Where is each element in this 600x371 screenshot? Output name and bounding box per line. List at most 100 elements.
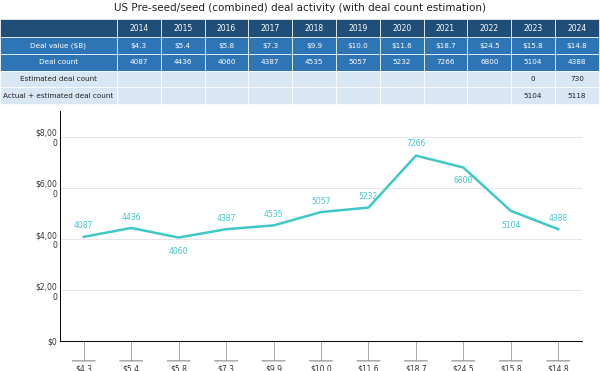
Text: $24.5: $24.5 — [479, 43, 500, 49]
Text: Deal value ($B): Deal value ($B) — [31, 42, 86, 49]
Text: 4436: 4436 — [121, 213, 141, 221]
FancyBboxPatch shape — [424, 70, 467, 87]
FancyBboxPatch shape — [511, 54, 555, 70]
FancyBboxPatch shape — [511, 70, 555, 87]
Text: 4087: 4087 — [74, 221, 94, 230]
FancyBboxPatch shape — [380, 19, 424, 37]
Text: US Pre-seed/seed (combined) deal activity (with deal count estimation): US Pre-seed/seed (combined) deal activit… — [114, 3, 486, 13]
Text: $7.3: $7.3 — [262, 43, 278, 49]
FancyBboxPatch shape — [555, 70, 599, 87]
FancyBboxPatch shape — [161, 70, 205, 87]
FancyBboxPatch shape — [161, 87, 205, 104]
Text: $18.7: $18.7 — [435, 43, 456, 49]
FancyBboxPatch shape — [555, 19, 599, 37]
Text: 5057: 5057 — [311, 197, 331, 206]
FancyBboxPatch shape — [336, 87, 380, 104]
FancyBboxPatch shape — [336, 70, 380, 87]
FancyBboxPatch shape — [248, 87, 292, 104]
Text: 4535: 4535 — [264, 210, 283, 219]
Text: 2017: 2017 — [260, 23, 280, 33]
Text: 4387: 4387 — [261, 59, 280, 65]
Text: $4.3: $4.3 — [75, 364, 92, 371]
FancyBboxPatch shape — [117, 54, 161, 70]
Text: 6800: 6800 — [480, 59, 499, 65]
Text: 5104: 5104 — [524, 59, 542, 65]
Text: 4388: 4388 — [568, 59, 586, 65]
Text: 2024: 2024 — [567, 23, 587, 33]
FancyBboxPatch shape — [380, 37, 424, 54]
Text: Actual + estimated deal count: Actual + estimated deal count — [4, 93, 113, 99]
FancyBboxPatch shape — [117, 19, 161, 37]
Text: $15.8: $15.8 — [523, 43, 544, 49]
Text: $5.8: $5.8 — [218, 43, 235, 49]
Text: 2014: 2014 — [129, 23, 149, 33]
FancyBboxPatch shape — [248, 37, 292, 54]
Text: 2015: 2015 — [173, 23, 193, 33]
Text: 4436: 4436 — [173, 59, 192, 65]
Text: $7.3: $7.3 — [218, 364, 235, 371]
FancyBboxPatch shape — [248, 54, 292, 70]
FancyBboxPatch shape — [248, 70, 292, 87]
Text: 4060: 4060 — [217, 59, 236, 65]
Text: $24.5: $24.5 — [452, 364, 474, 371]
FancyBboxPatch shape — [205, 70, 248, 87]
Text: 2020: 2020 — [392, 23, 412, 33]
FancyBboxPatch shape — [380, 54, 424, 70]
FancyBboxPatch shape — [0, 87, 117, 104]
Text: Estimated deal count: Estimated deal count — [20, 76, 97, 82]
FancyBboxPatch shape — [117, 70, 161, 87]
FancyBboxPatch shape — [511, 37, 555, 54]
Text: $14.8: $14.8 — [547, 364, 569, 371]
FancyBboxPatch shape — [380, 87, 424, 104]
FancyBboxPatch shape — [0, 19, 117, 37]
Text: 0: 0 — [531, 76, 535, 82]
FancyBboxPatch shape — [467, 54, 511, 70]
Text: 7266: 7266 — [406, 139, 425, 148]
FancyBboxPatch shape — [292, 19, 336, 37]
Text: 4087: 4087 — [130, 59, 148, 65]
Text: $10.0: $10.0 — [310, 364, 332, 371]
Text: 2016: 2016 — [217, 23, 236, 33]
Text: $5.4: $5.4 — [175, 43, 191, 49]
Text: 5232: 5232 — [392, 59, 411, 65]
Text: 4535: 4535 — [305, 59, 323, 65]
Text: $5.8: $5.8 — [170, 364, 187, 371]
Text: 5232: 5232 — [359, 192, 378, 201]
Text: Deal count: Deal count — [39, 59, 78, 65]
Text: 6800: 6800 — [454, 177, 473, 186]
FancyBboxPatch shape — [205, 37, 248, 54]
Text: 4060: 4060 — [169, 246, 188, 256]
Text: 730: 730 — [570, 76, 584, 82]
FancyBboxPatch shape — [161, 19, 205, 37]
FancyBboxPatch shape — [380, 70, 424, 87]
FancyBboxPatch shape — [467, 70, 511, 87]
Text: $11.6: $11.6 — [358, 364, 379, 371]
FancyBboxPatch shape — [424, 87, 467, 104]
FancyBboxPatch shape — [511, 87, 555, 104]
Text: $18.7: $18.7 — [405, 364, 427, 371]
Text: 5057: 5057 — [349, 59, 367, 65]
FancyBboxPatch shape — [292, 37, 336, 54]
FancyBboxPatch shape — [205, 54, 248, 70]
Text: 2019: 2019 — [348, 23, 368, 33]
FancyBboxPatch shape — [248, 19, 292, 37]
Text: 7266: 7266 — [436, 59, 455, 65]
Text: $15.8: $15.8 — [500, 364, 521, 371]
FancyBboxPatch shape — [205, 87, 248, 104]
Text: 5104: 5104 — [524, 93, 542, 99]
FancyBboxPatch shape — [424, 37, 467, 54]
Text: 4387: 4387 — [217, 214, 236, 223]
Text: $14.8: $14.8 — [566, 43, 587, 49]
FancyBboxPatch shape — [205, 19, 248, 37]
FancyBboxPatch shape — [0, 54, 117, 70]
Text: 5104: 5104 — [501, 221, 521, 230]
FancyBboxPatch shape — [424, 19, 467, 37]
Text: $9.9: $9.9 — [306, 43, 322, 49]
FancyBboxPatch shape — [117, 37, 161, 54]
FancyBboxPatch shape — [467, 19, 511, 37]
Text: 2022: 2022 — [480, 23, 499, 33]
FancyBboxPatch shape — [336, 19, 380, 37]
Text: $11.6: $11.6 — [391, 43, 412, 49]
FancyBboxPatch shape — [555, 37, 599, 54]
FancyBboxPatch shape — [424, 54, 467, 70]
